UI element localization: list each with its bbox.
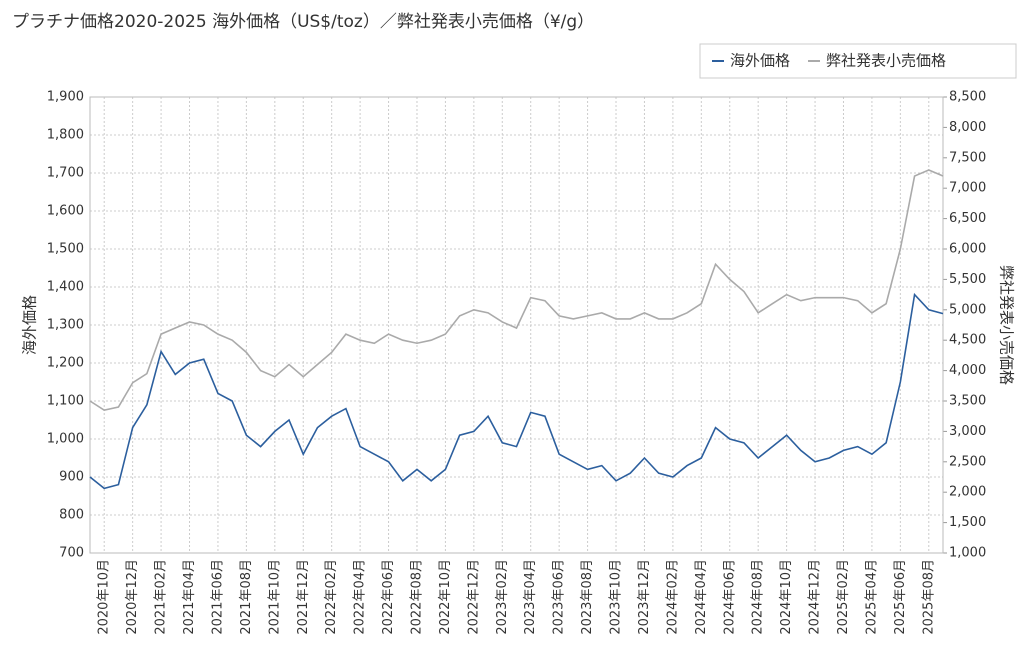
y2-tick-label: 3,500 (949, 394, 986, 409)
x-tick-label: 2024年02月 (665, 559, 680, 635)
x-tick-label: 2025年06月 (893, 559, 908, 635)
y-tick-label: 1,000 (47, 432, 84, 447)
y-tick-label: 900 (59, 470, 84, 485)
y-tick-label: 1,900 (47, 90, 84, 105)
y2-tick-label: 6,000 (949, 242, 986, 257)
x-tick-label: 2023年02月 (495, 559, 510, 635)
x-tick-label: 2022年10月 (438, 559, 453, 635)
x-tick-label: 2025年02月 (836, 559, 851, 635)
y2-tick-label: 5,000 (949, 302, 986, 317)
x-tick-label: 2024年10月 (779, 559, 794, 635)
x-tick-label: 2023年08月 (580, 559, 595, 635)
x-tick-label: 2022年02月 (324, 559, 339, 635)
y2-tick-label: 7,000 (949, 181, 986, 196)
x-tick-label: 2022年12月 (466, 559, 481, 635)
legend-label: 弊社発表小売価格 (826, 52, 946, 70)
y-axis-label: 海外価格 (21, 295, 39, 355)
series-line (89, 292, 944, 490)
x-tick-label: 2021年06月 (210, 559, 225, 635)
x-tick-label: 2024年04月 (694, 559, 709, 635)
x-tick-label: 2022年06月 (381, 559, 396, 635)
y2-tick-label: 7,500 (949, 150, 986, 165)
y2-axis-label: 弊社発表小売価格 (998, 265, 1016, 385)
x-tick-label: 2023年10月 (609, 559, 624, 635)
x-tick-label: 2021年12月 (296, 559, 311, 635)
y2-tick-label: 4,000 (949, 363, 986, 378)
x-tick-label: 2023年04月 (523, 559, 538, 635)
x-tick-label: 2023年12月 (637, 559, 652, 635)
y-tick-label: 800 (59, 508, 84, 523)
y2-tick-label: 4,500 (949, 333, 986, 348)
x-tick-label: 2021年10月 (267, 559, 282, 635)
y-tick-label: 700 (59, 546, 84, 561)
legend-box (699, 43, 1017, 79)
y-tick-label: 1,100 (47, 394, 84, 409)
series-line (89, 169, 944, 411)
y-tick-label: 1,400 (47, 280, 84, 295)
x-tick-label: 2021年08月 (239, 559, 254, 635)
y2-tick-label: 6,500 (949, 211, 986, 226)
x-tick-label: 2020年12月 (125, 559, 140, 635)
x-tick-label: 2025年04月 (864, 559, 879, 635)
x-tick-label: 2024年12月 (808, 559, 823, 635)
x-tick-label: 2021年02月 (154, 559, 169, 635)
x-tick-label: 2021年04月 (182, 559, 197, 635)
x-tick-label: 2024年08月 (751, 559, 766, 635)
chart-title: プラチナ価格2020-2025 海外価格（US$/toz）／弊社発表小売価格（¥… (12, 12, 594, 32)
x-tick-label: 2020年10月 (97, 559, 112, 635)
x-tick-label: 2024年06月 (722, 559, 737, 635)
y2-tick-label: 1,500 (949, 515, 986, 530)
y2-tick-label: 8,500 (949, 90, 986, 105)
y-tick-label: 1,700 (47, 166, 84, 181)
y-tick-label: 1,600 (47, 204, 84, 219)
y-tick-label: 1,500 (47, 242, 84, 257)
y-tick-label: 1,800 (47, 128, 84, 143)
y2-tick-label: 2,500 (949, 454, 986, 469)
x-tick-label: 2023年06月 (552, 559, 567, 635)
legend-label: 海外価格 (730, 52, 790, 70)
y2-tick-label: 5,500 (949, 272, 986, 287)
y2-tick-label: 8,000 (949, 120, 986, 135)
y-tick-label: 1,200 (47, 356, 84, 371)
y2-tick-label: 3,000 (949, 424, 986, 439)
y2-tick-label: 2,000 (949, 485, 986, 500)
y-tick-label: 1,300 (47, 318, 84, 333)
x-tick-label: 2025年08月 (921, 559, 936, 635)
x-tick-label: 2022年08月 (409, 559, 424, 635)
x-tick-label: 2022年04月 (353, 559, 368, 635)
plot-frame (89, 96, 944, 554)
y2-tick-label: 1,000 (949, 546, 986, 561)
